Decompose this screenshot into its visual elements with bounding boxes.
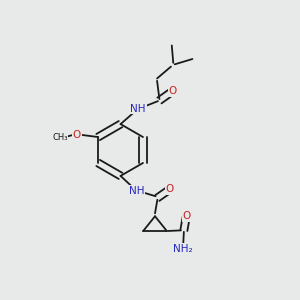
Text: O: O (168, 86, 176, 96)
Text: NH: NH (129, 186, 145, 196)
Text: O: O (166, 184, 174, 194)
Text: NH: NH (130, 104, 146, 114)
Text: NH₂: NH₂ (173, 244, 193, 254)
Text: O: O (73, 130, 81, 140)
Text: CH₃: CH₃ (52, 133, 68, 142)
Text: O: O (183, 211, 191, 221)
